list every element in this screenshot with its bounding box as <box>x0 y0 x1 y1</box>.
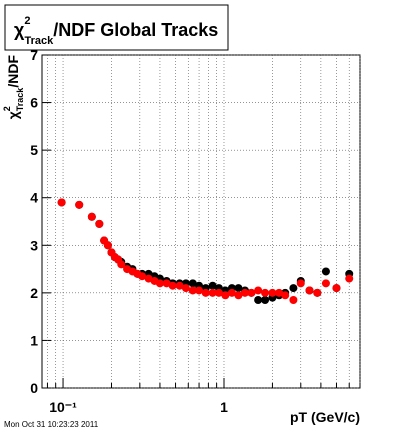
point <box>281 291 290 300</box>
point <box>208 288 217 297</box>
plot-frame <box>41 54 361 389</box>
y-tick-label: 6 <box>30 95 38 111</box>
point <box>345 274 354 283</box>
point <box>261 295 270 304</box>
point <box>321 267 330 276</box>
point <box>201 288 210 297</box>
point <box>188 286 197 295</box>
point <box>195 286 204 295</box>
y-axis-label: χ2 Track/NDF <box>2 55 25 120</box>
y-tick-label: 7 <box>30 47 38 63</box>
point <box>75 200 84 209</box>
y-tick-label: 1 <box>30 332 38 348</box>
timestamp: Mon Oct 31 10:23:23 2011 <box>4 420 99 429</box>
title-symbol: χ <box>14 20 25 40</box>
x-tick-label: 1 <box>220 399 228 415</box>
point <box>254 295 263 304</box>
y-label-symbol: χ <box>5 111 21 119</box>
point <box>227 288 236 297</box>
title-rest: /NDF Global Tracks <box>53 20 218 40</box>
point <box>268 288 277 297</box>
title-sub: Track <box>25 35 55 47</box>
point <box>247 288 256 297</box>
point <box>321 279 330 288</box>
x-axis-label: pT (GeV/c) <box>290 409 360 425</box>
point <box>296 279 305 288</box>
point <box>261 288 270 297</box>
point <box>162 279 171 288</box>
point <box>234 291 243 300</box>
point <box>138 272 147 281</box>
point <box>168 281 177 290</box>
point <box>275 288 284 297</box>
point <box>313 288 322 297</box>
point <box>188 279 197 288</box>
title-box <box>4 4 229 51</box>
point <box>289 284 298 293</box>
y-tick-label: 4 <box>30 190 38 206</box>
y-tick-label: 5 <box>30 142 38 158</box>
point <box>87 212 96 221</box>
point <box>117 260 126 269</box>
point <box>289 295 298 304</box>
point <box>214 288 223 297</box>
point <box>103 241 112 250</box>
point <box>175 281 184 290</box>
y-tick-label: 3 <box>30 237 38 253</box>
point <box>254 286 263 295</box>
point <box>240 288 249 297</box>
point <box>234 284 243 293</box>
title-sup: 2 <box>24 15 30 27</box>
point <box>95 219 104 228</box>
point <box>155 279 164 288</box>
point <box>57 198 66 207</box>
point <box>221 291 230 300</box>
y-tick-label: 2 <box>30 285 38 301</box>
point <box>332 284 341 293</box>
y-tick-label: 0 <box>30 380 38 396</box>
point <box>181 284 190 293</box>
chart-title: χ2 Track/NDF Global Tracks <box>14 15 218 47</box>
y-label-rest: /NDF <box>5 55 21 88</box>
x-tick-label: 10⁻¹ <box>49 399 77 415</box>
point <box>305 286 314 295</box>
y-label-sup: 2 <box>2 106 12 111</box>
point <box>208 281 217 290</box>
y-label-sub: Track <box>15 87 25 112</box>
